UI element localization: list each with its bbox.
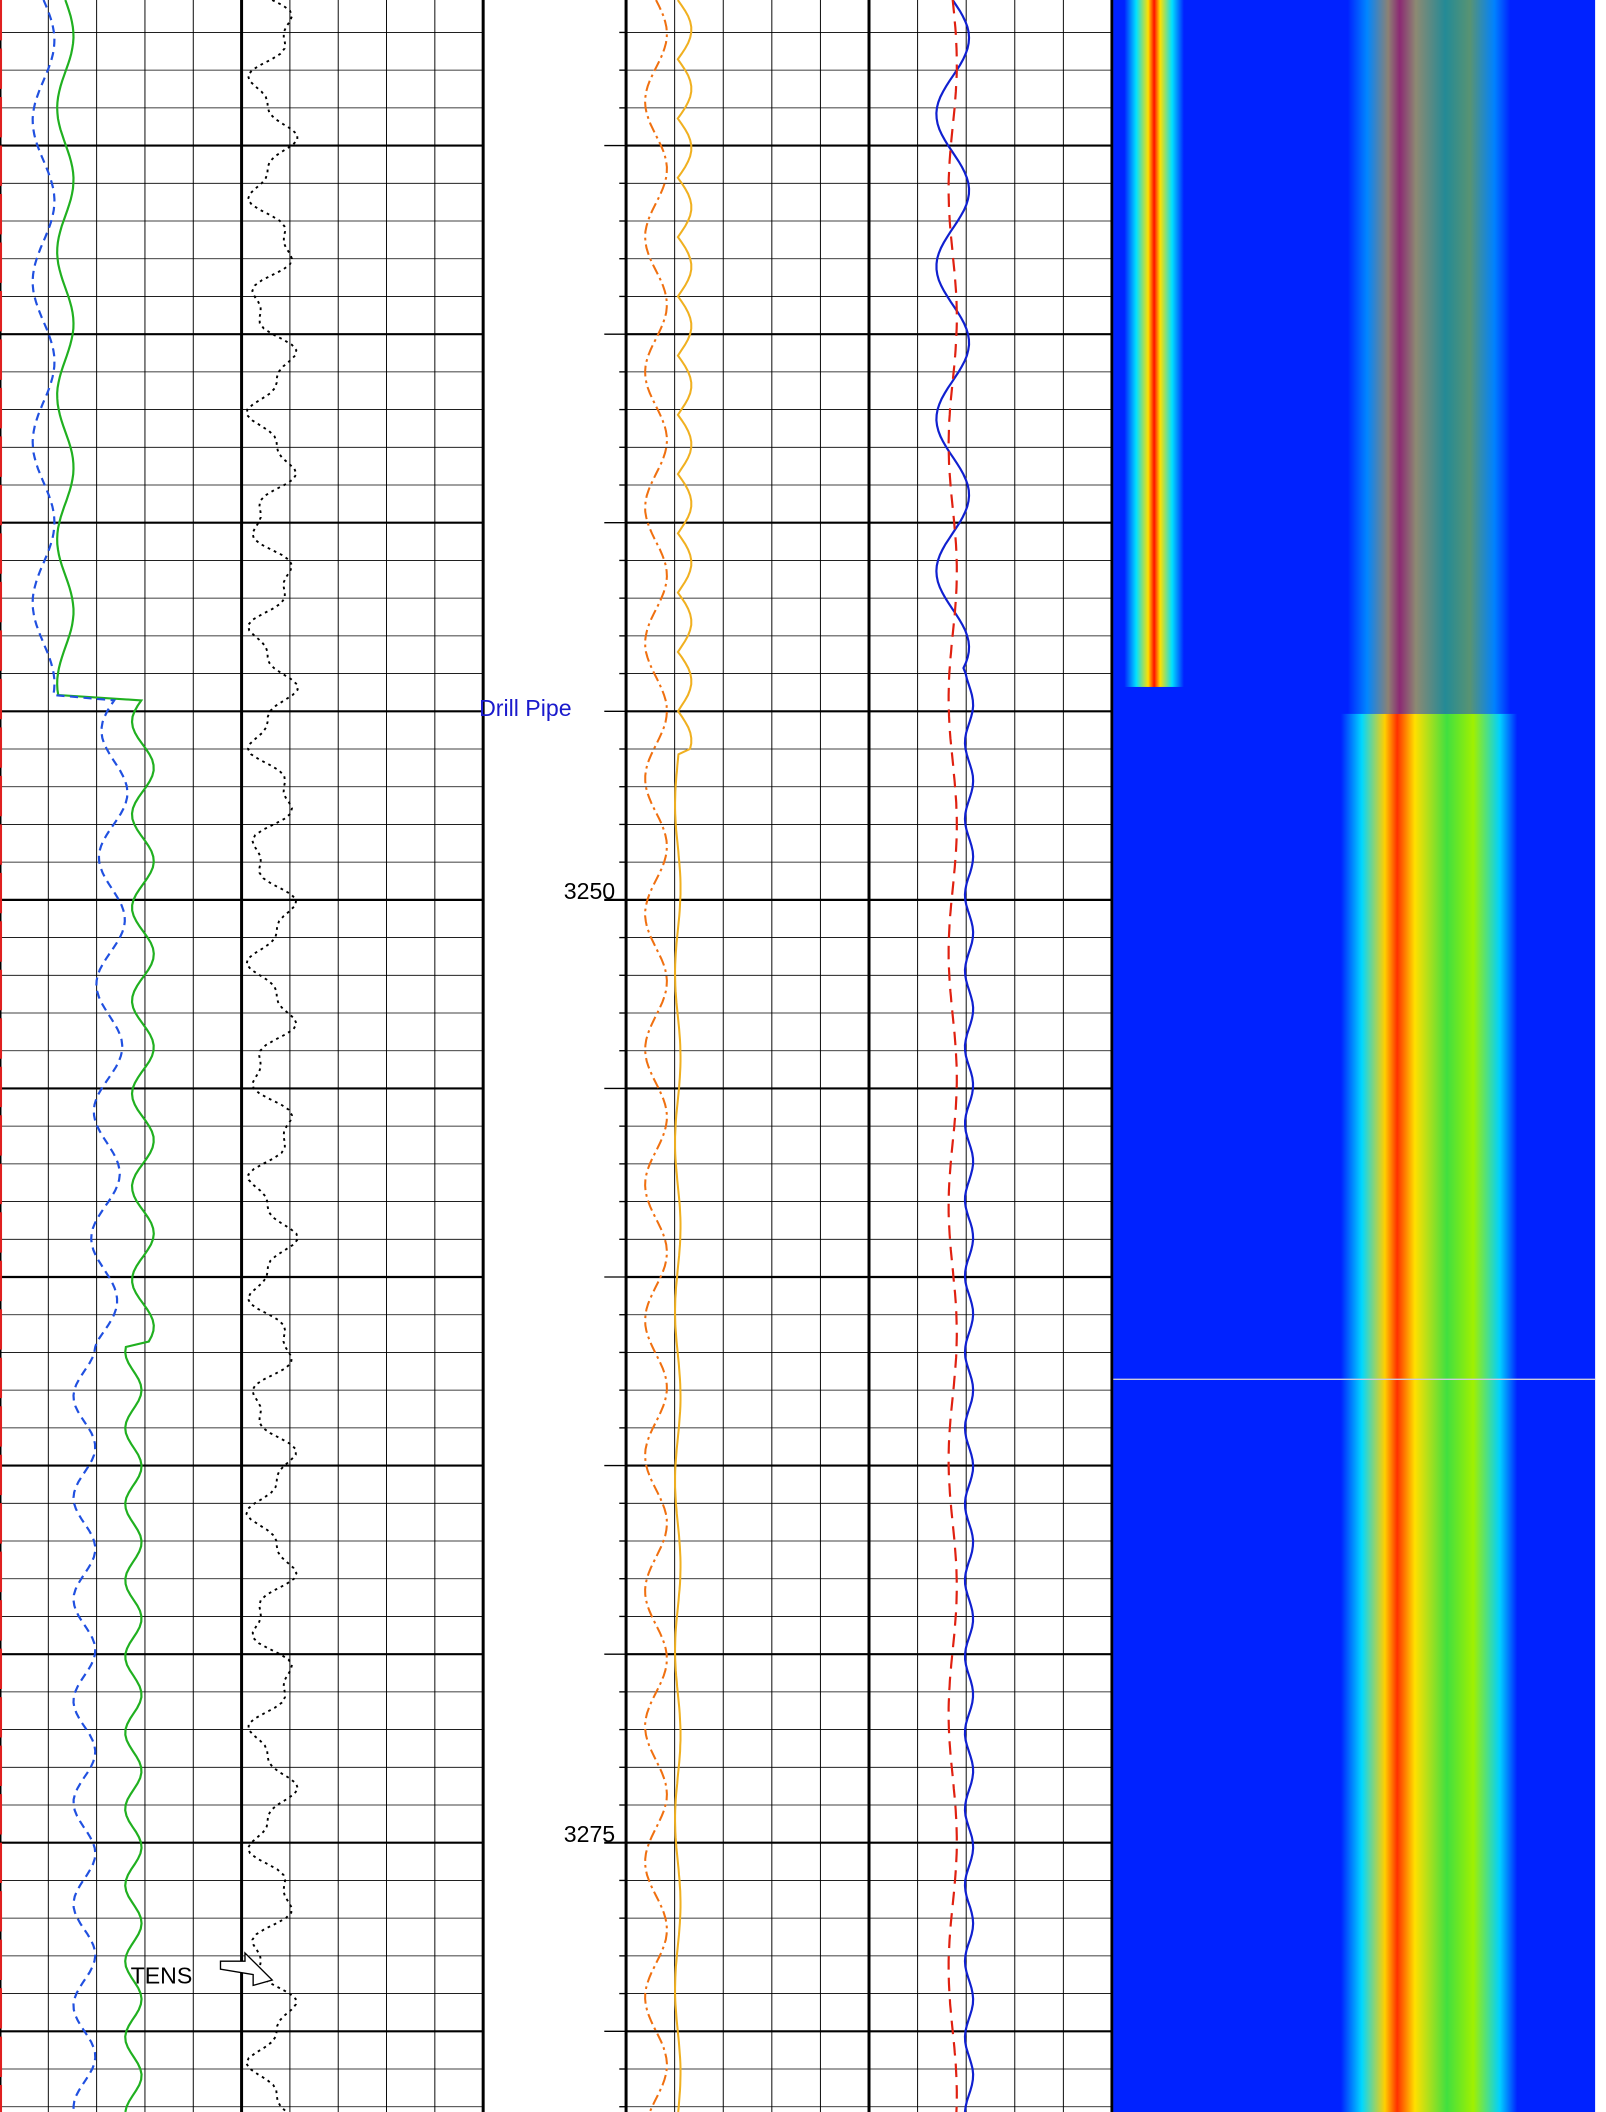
log-curve: [674, 0, 693, 2112]
curves: [0, 0, 975, 2112]
log-curve: [56, 0, 155, 2112]
y-tick-label: 3250: [564, 878, 615, 904]
annotation: TENS: [131, 1962, 193, 1988]
y-tick-label: 3275: [564, 1821, 615, 1847]
log-curve: [245, 0, 299, 2112]
image-band: [1340, 713, 1518, 2112]
log-curve: [31, 0, 129, 2112]
image-band: [1347, 0, 1511, 714]
arrow: [219, 1951, 274, 1987]
log-curve: [644, 0, 668, 2112]
grid: [0, 0, 1114, 2112]
log-curve: [947, 0, 958, 2112]
log-curve: [935, 0, 975, 2112]
image-band: [1124, 0, 1185, 687]
annotation: Drill Pipe: [479, 695, 572, 721]
